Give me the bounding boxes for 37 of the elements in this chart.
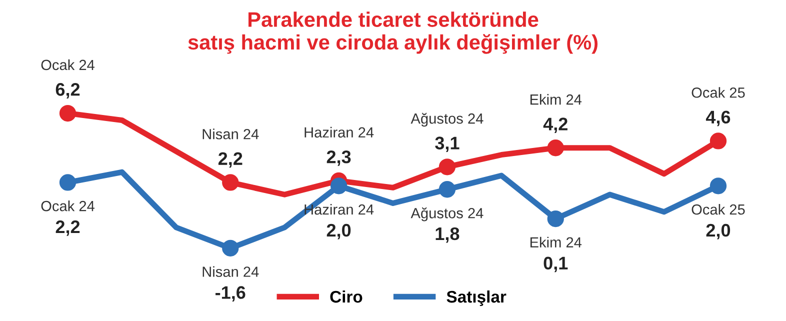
text: Ocak 25 bbox=[692, 87, 745, 98]
point bbox=[330, 178, 348, 194]
annotation: Ağustos 24 bbox=[410, 207, 484, 222]
data-label: 1,8 bbox=[436, 227, 460, 243]
annotation: Nisan 24 bbox=[202, 128, 259, 140]
annotation: Haziran 24 bbox=[304, 126, 374, 138]
data-label: 2,2 bbox=[218, 152, 242, 168]
annotation: Ağustos 24 bbox=[410, 112, 484, 127]
point bbox=[59, 174, 76, 191]
legend-label: Ciro bbox=[330, 290, 362, 303]
point bbox=[222, 240, 239, 256]
point bbox=[710, 178, 727, 194]
point bbox=[547, 210, 564, 228]
data-label: 2,2 bbox=[56, 220, 80, 236]
data-label: 0,1 bbox=[544, 256, 568, 272]
data-label: 2,0 bbox=[326, 224, 351, 240]
text: Ocak 24 bbox=[41, 59, 94, 70]
data-label: -1,6 bbox=[216, 286, 246, 302]
data-label: 4,6 bbox=[706, 110, 730, 126]
annotation: Ocak 24 bbox=[41, 200, 94, 212]
data-label: 2,3 bbox=[326, 150, 351, 166]
point bbox=[710, 132, 727, 150]
text: Nisan 24 bbox=[202, 266, 259, 277]
data-label: 2,0 bbox=[706, 224, 730, 240]
point bbox=[547, 140, 564, 156]
data-label: 3,1 bbox=[435, 136, 460, 152]
point bbox=[222, 174, 239, 191]
data-label: 4,2 bbox=[543, 118, 568, 134]
point bbox=[438, 181, 456, 198]
annotation: Ekim 24 bbox=[530, 236, 582, 248]
legend-label: Satışlar bbox=[446, 290, 506, 306]
data-label: 6,2 bbox=[56, 83, 80, 98]
point bbox=[59, 104, 76, 122]
point bbox=[438, 158, 456, 176]
chart-title: Parakende ticaret sektöründe satış hacmi ve ciroda aylık değişimler (%) bbox=[188, 12, 598, 54]
annotation: Ocak 25 bbox=[692, 204, 745, 215]
text: Ekim 24 bbox=[530, 94, 582, 105]
